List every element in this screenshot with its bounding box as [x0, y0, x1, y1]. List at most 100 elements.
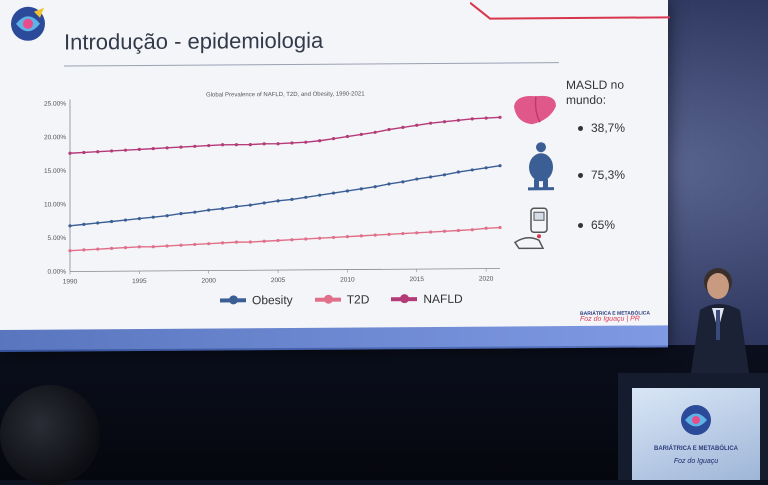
data-point-obesity — [276, 199, 280, 203]
data-point-t2d — [96, 247, 100, 251]
data-point-obesity — [151, 215, 155, 219]
data-point-obesity — [498, 164, 502, 168]
data-point-t2d — [442, 229, 447, 233]
data-point-nafld — [318, 139, 322, 143]
series-line-obesity — [69, 165, 501, 227]
data-point-obesity — [484, 166, 488, 170]
data-point-t2d — [68, 249, 72, 253]
data-point-nafld — [345, 134, 350, 139]
y-tick-label: 10.00% — [44, 201, 66, 208]
data-point-t2d — [248, 240, 252, 244]
data-point-obesity — [345, 189, 350, 193]
data-point-nafld — [470, 117, 474, 121]
data-point-t2d — [276, 238, 280, 243]
chart-title: Global Prevalence of NAFLD, T2D, and Obe… — [206, 91, 365, 98]
data-point-nafld — [290, 141, 294, 145]
masld-stat-2-value: 75,3% — [591, 167, 626, 182]
data-point-t2d — [429, 230, 433, 234]
legend-swatch — [220, 298, 246, 303]
data-point-obesity — [429, 175, 433, 179]
legend-swatch — [391, 297, 418, 302]
slide-bottom-band — [0, 325, 668, 352]
data-point-obesity — [456, 170, 460, 174]
data-point-obesity — [165, 214, 169, 218]
glucometer-icon — [513, 207, 548, 250]
legend-label: NAFLD — [423, 291, 463, 307]
series-line-nafld — [69, 116, 501, 154]
podium-screen: BARIÁTRICA E METABÓLICA Foz do Iguaçu — [632, 388, 760, 480]
data-point-t2d — [123, 246, 128, 250]
data-point-t2d — [498, 225, 502, 230]
x-tick-label: 1995 — [132, 278, 147, 285]
legend-label: T2D — [346, 292, 370, 307]
data-point-obesity — [68, 224, 72, 228]
data-point-nafld — [220, 143, 225, 147]
data-point-t2d — [234, 240, 239, 244]
data-point-t2d — [110, 246, 114, 250]
prevalence-line-chart: Global Prevalence of NAFLD, T2D, and Obe… — [44, 91, 502, 286]
data-point-obesity — [179, 212, 183, 216]
legend-item-nafld: NAFLD — [391, 291, 463, 307]
title-divider — [64, 62, 559, 67]
data-point-nafld — [484, 116, 488, 120]
data-point-nafld — [96, 150, 100, 154]
liver-icon — [514, 95, 556, 125]
data-point-obesity — [415, 177, 419, 181]
data-point-nafld — [68, 151, 72, 155]
legend-swatch — [314, 297, 341, 302]
slide-title: Introdução - epidemiologia — [64, 27, 324, 55]
data-point-obesity — [248, 203, 252, 207]
event-logo-icon — [11, 6, 45, 41]
data-point-nafld — [123, 148, 128, 152]
data-point-obesity — [290, 197, 294, 202]
bullet-icon — [578, 222, 583, 228]
legend-label: Obesity — [252, 292, 293, 308]
x-tick-label: 2020 — [479, 276, 494, 283]
data-point-t2d — [304, 237, 308, 241]
data-point-t2d — [401, 231, 405, 236]
data-point-t2d — [484, 226, 488, 230]
data-point-nafld — [276, 142, 280, 146]
projected-slide: Introdução - epidemiologia Global Preval… — [0, 0, 668, 350]
data-point-nafld — [304, 140, 308, 144]
data-point-nafld — [262, 142, 266, 146]
masld-stat-2: 75,3% — [578, 168, 625, 182]
data-point-nafld — [359, 132, 363, 137]
data-point-nafld — [110, 149, 114, 153]
data-point-t2d — [220, 241, 225, 245]
data-point-t2d — [345, 235, 350, 239]
data-point-nafld — [401, 125, 405, 129]
y-tick-label: 15.00% — [44, 168, 66, 175]
x-tick-label: 2005 — [271, 277, 286, 284]
y-tick-label: 0.00% — [48, 269, 67, 276]
data-point-obesity — [470, 168, 474, 172]
data-point-obesity — [137, 217, 141, 221]
x-tick-label: 1990 — [63, 278, 78, 285]
data-point-t2d — [179, 243, 183, 247]
y-tick-label: 25.00% — [44, 101, 66, 108]
data-point-obesity — [193, 210, 197, 214]
data-point-nafld — [248, 142, 252, 147]
y-tick-label: 5.00% — [48, 235, 67, 242]
obese-person-icon — [528, 142, 554, 191]
event-sponsor-tag: BARIÁTRICA E METABÓLICA Foz do Iguaçu | … — [580, 310, 660, 322]
data-point-obesity — [331, 191, 336, 195]
x-tick-label: 2010 — [340, 277, 355, 284]
data-point-t2d — [387, 232, 391, 236]
legend-item-t2d: T2D — [314, 292, 370, 307]
data-point-obesity — [123, 218, 128, 222]
data-point-obesity — [96, 221, 100, 225]
data-point-obesity — [234, 204, 239, 209]
data-point-obesity — [304, 195, 308, 199]
y-tick-label: 20.00% — [44, 134, 66, 141]
data-point-nafld — [331, 137, 336, 141]
data-point-nafld — [82, 150, 86, 155]
data-point-t2d — [318, 236, 322, 240]
data-point-obesity — [82, 222, 86, 226]
data-point-obesity — [359, 187, 363, 191]
masld-stat-3: 65% — [578, 218, 615, 232]
x-axis-line — [70, 268, 500, 272]
bullet-icon — [578, 125, 583, 131]
data-point-t2d — [359, 234, 363, 238]
audience-member-head — [0, 385, 100, 485]
